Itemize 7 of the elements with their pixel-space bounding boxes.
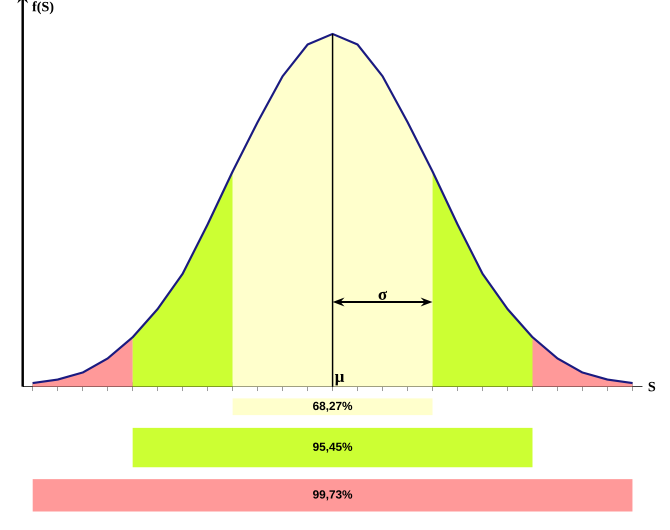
annotation: σ <box>378 290 388 300</box>
annotation: μ <box>334 374 344 386</box>
x-axis-title: S <box>648 382 656 392</box>
text: 68,27% <box>313 402 352 412</box>
y-axis-title: f(S) <box>32 1 54 14</box>
text: 95,45% <box>313 442 352 452</box>
text: 99,73% <box>313 490 352 500</box>
